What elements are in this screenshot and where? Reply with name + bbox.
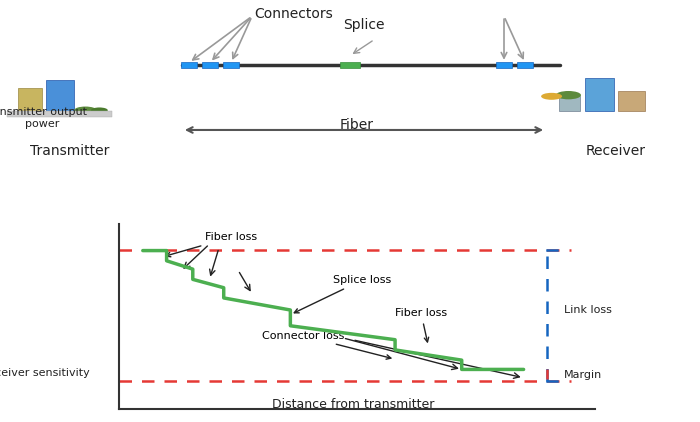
FancyBboxPatch shape [18, 89, 42, 111]
Text: Fiber loss: Fiber loss [395, 308, 447, 342]
Text: Margin: Margin [564, 371, 602, 381]
Text: Splice loss: Splice loss [294, 275, 391, 313]
FancyBboxPatch shape [202, 62, 218, 68]
Text: Transmitter output
    power: Transmitter output power [0, 107, 87, 129]
Text: Link loss: Link loss [564, 305, 612, 315]
Circle shape [74, 106, 97, 114]
Text: Transmitter: Transmitter [30, 144, 110, 158]
FancyBboxPatch shape [496, 62, 512, 68]
FancyBboxPatch shape [559, 96, 580, 111]
FancyBboxPatch shape [181, 62, 197, 68]
Circle shape [91, 108, 108, 113]
FancyBboxPatch shape [340, 62, 360, 68]
Text: Receiver sensitivity: Receiver sensitivity [0, 368, 90, 379]
FancyBboxPatch shape [584, 78, 614, 111]
FancyBboxPatch shape [517, 62, 533, 68]
FancyBboxPatch shape [223, 62, 239, 68]
Circle shape [556, 91, 581, 99]
FancyBboxPatch shape [618, 90, 645, 111]
Text: Splice: Splice [343, 19, 385, 32]
FancyBboxPatch shape [7, 111, 112, 116]
Text: Connector loss: Connector loss [262, 331, 391, 359]
FancyBboxPatch shape [46, 80, 74, 111]
Circle shape [541, 93, 562, 100]
Text: Fiber loss: Fiber loss [166, 233, 257, 257]
Text: Fiber: Fiber [340, 118, 374, 133]
Text: Distance from transmitter: Distance from transmitter [272, 398, 435, 411]
Text: Receiver: Receiver [586, 144, 646, 158]
Text: Connectors: Connectors [255, 7, 333, 21]
